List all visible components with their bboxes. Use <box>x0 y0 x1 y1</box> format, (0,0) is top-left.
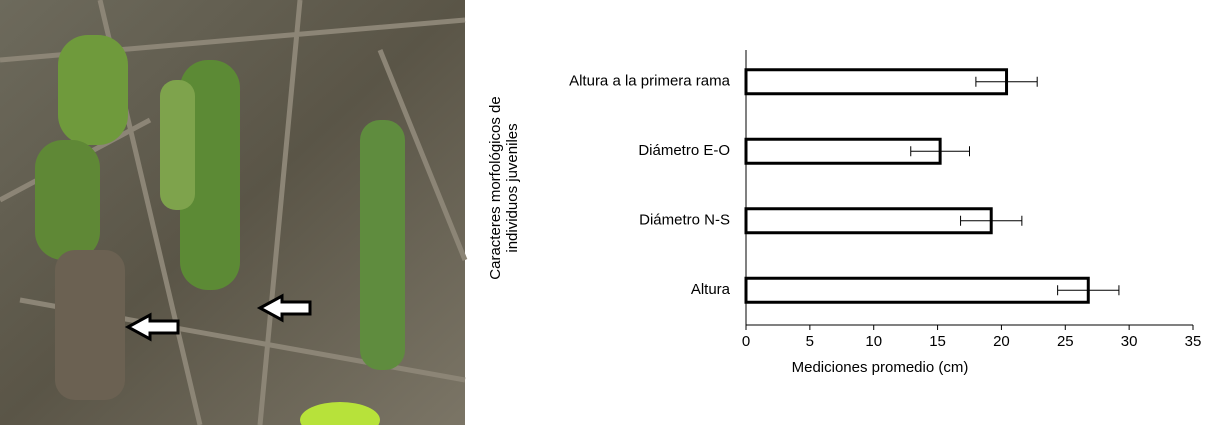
bar <box>744 68 1009 96</box>
x-axis-label: Mediciones promedio (cm) <box>792 359 969 376</box>
y-tick-label: Altura a la primera rama <box>569 73 731 90</box>
x-tick-label: 0 <box>742 333 750 350</box>
error-bar <box>975 76 1038 87</box>
x-tick-label: 30 <box>1121 333 1138 350</box>
y-axis-label: individuos juveniles <box>504 123 521 252</box>
x-tick-label: 20 <box>993 333 1010 350</box>
error-bar <box>1057 285 1120 296</box>
y-tick-label: Diámetro N-S <box>639 212 730 229</box>
y-axis-label: Caracteres morfológicos de <box>487 96 504 279</box>
x-tick-label: 35 <box>1185 333 1202 350</box>
y-tick-label: Diámetro E-O <box>638 142 730 159</box>
error-bar <box>960 215 1023 226</box>
x-tick-label: 15 <box>929 333 946 350</box>
error-bar <box>910 146 970 157</box>
bar <box>744 207 993 235</box>
photo <box>0 0 468 430</box>
bar <box>744 137 942 165</box>
x-tick-label: 25 <box>1057 333 1074 350</box>
x-tick-label: 5 <box>806 333 814 350</box>
y-tick-label: Altura <box>691 281 731 298</box>
x-tick-label: 10 <box>865 333 882 350</box>
bar <box>744 276 1090 304</box>
